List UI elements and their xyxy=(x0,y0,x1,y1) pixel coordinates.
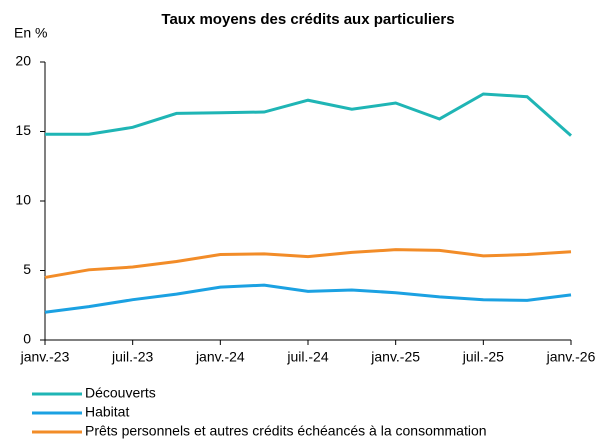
y-tick-label: 0 xyxy=(23,331,31,347)
y-tick-label: 5 xyxy=(23,261,31,277)
x-tick-label: janv.-23 xyxy=(20,349,70,365)
x-tick-label: janv.-25 xyxy=(370,349,420,365)
y-tick-label: 10 xyxy=(15,192,31,208)
y-tick-label: 15 xyxy=(15,122,31,138)
y-tick-label: 20 xyxy=(15,53,31,69)
chart-title: Taux moyens des crédits aux particuliers xyxy=(161,11,454,28)
x-tick-label: juil.-24 xyxy=(286,349,328,365)
x-tick-label: janv.-26 xyxy=(546,349,596,365)
x-tick-label: juil.-25 xyxy=(462,349,504,365)
series-line xyxy=(45,92,572,137)
series-line xyxy=(44,283,572,314)
legend-label: Découverts xyxy=(85,385,156,401)
y-axis-label: En % xyxy=(14,25,47,41)
x-tick-label: juil.-23 xyxy=(111,349,153,365)
legend-label: Prêts personnels et autres crédits échéa… xyxy=(85,423,487,439)
series-line xyxy=(44,248,572,279)
x-tick-label: janv.-24 xyxy=(195,349,245,365)
legend-label: Habitat xyxy=(85,404,129,420)
